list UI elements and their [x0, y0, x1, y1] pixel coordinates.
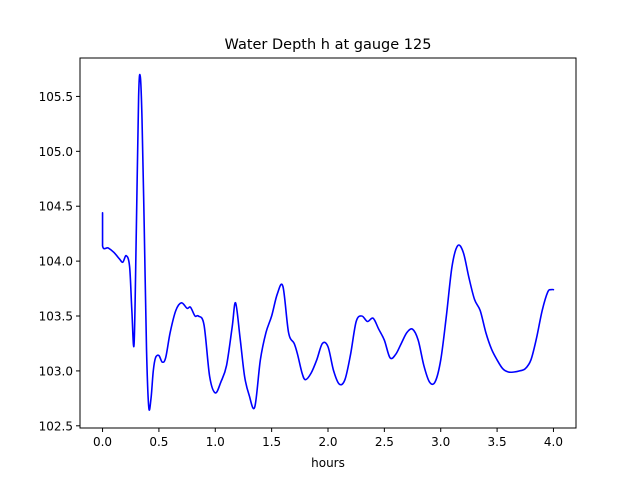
chart-title: Water Depth h at gauge 125	[225, 37, 432, 53]
y-axis-ticks: 102.5 103.0 103.5 104.0 104.5 105.0 105.5	[39, 90, 80, 433]
x-axis-label: hours	[311, 456, 345, 470]
x-tick-label: 1.0	[206, 435, 225, 449]
x-tick-label: 0.0	[93, 435, 112, 449]
series-line-water-depth	[101, 73, 555, 411]
plot-frame	[79, 57, 577, 429]
y-tick-label: 103.0	[39, 364, 73, 378]
x-axis-ticks: 0.0 0.5 1.0 1.5 2.0 2.5 3.0 3.5 4.0	[93, 428, 563, 449]
x-tick-label: 3.5	[488, 435, 507, 449]
y-tick-label: 102.5	[39, 419, 73, 433]
y-tick-label: 104.0	[39, 255, 73, 269]
y-tick-label: 105.0	[39, 145, 73, 159]
x-tick-label: 4.0	[544, 435, 563, 449]
y-tick-label: 104.5	[39, 200, 73, 214]
y-tick-label: 105.5	[39, 90, 73, 104]
x-tick-label: 1.5	[262, 435, 281, 449]
y-tick-label: 103.5	[39, 310, 73, 324]
x-tick-label: 2.5	[375, 435, 394, 449]
x-tick-label: 0.5	[149, 435, 168, 449]
x-tick-label: 2.0	[318, 435, 337, 449]
x-tick-label: 3.0	[431, 435, 450, 449]
